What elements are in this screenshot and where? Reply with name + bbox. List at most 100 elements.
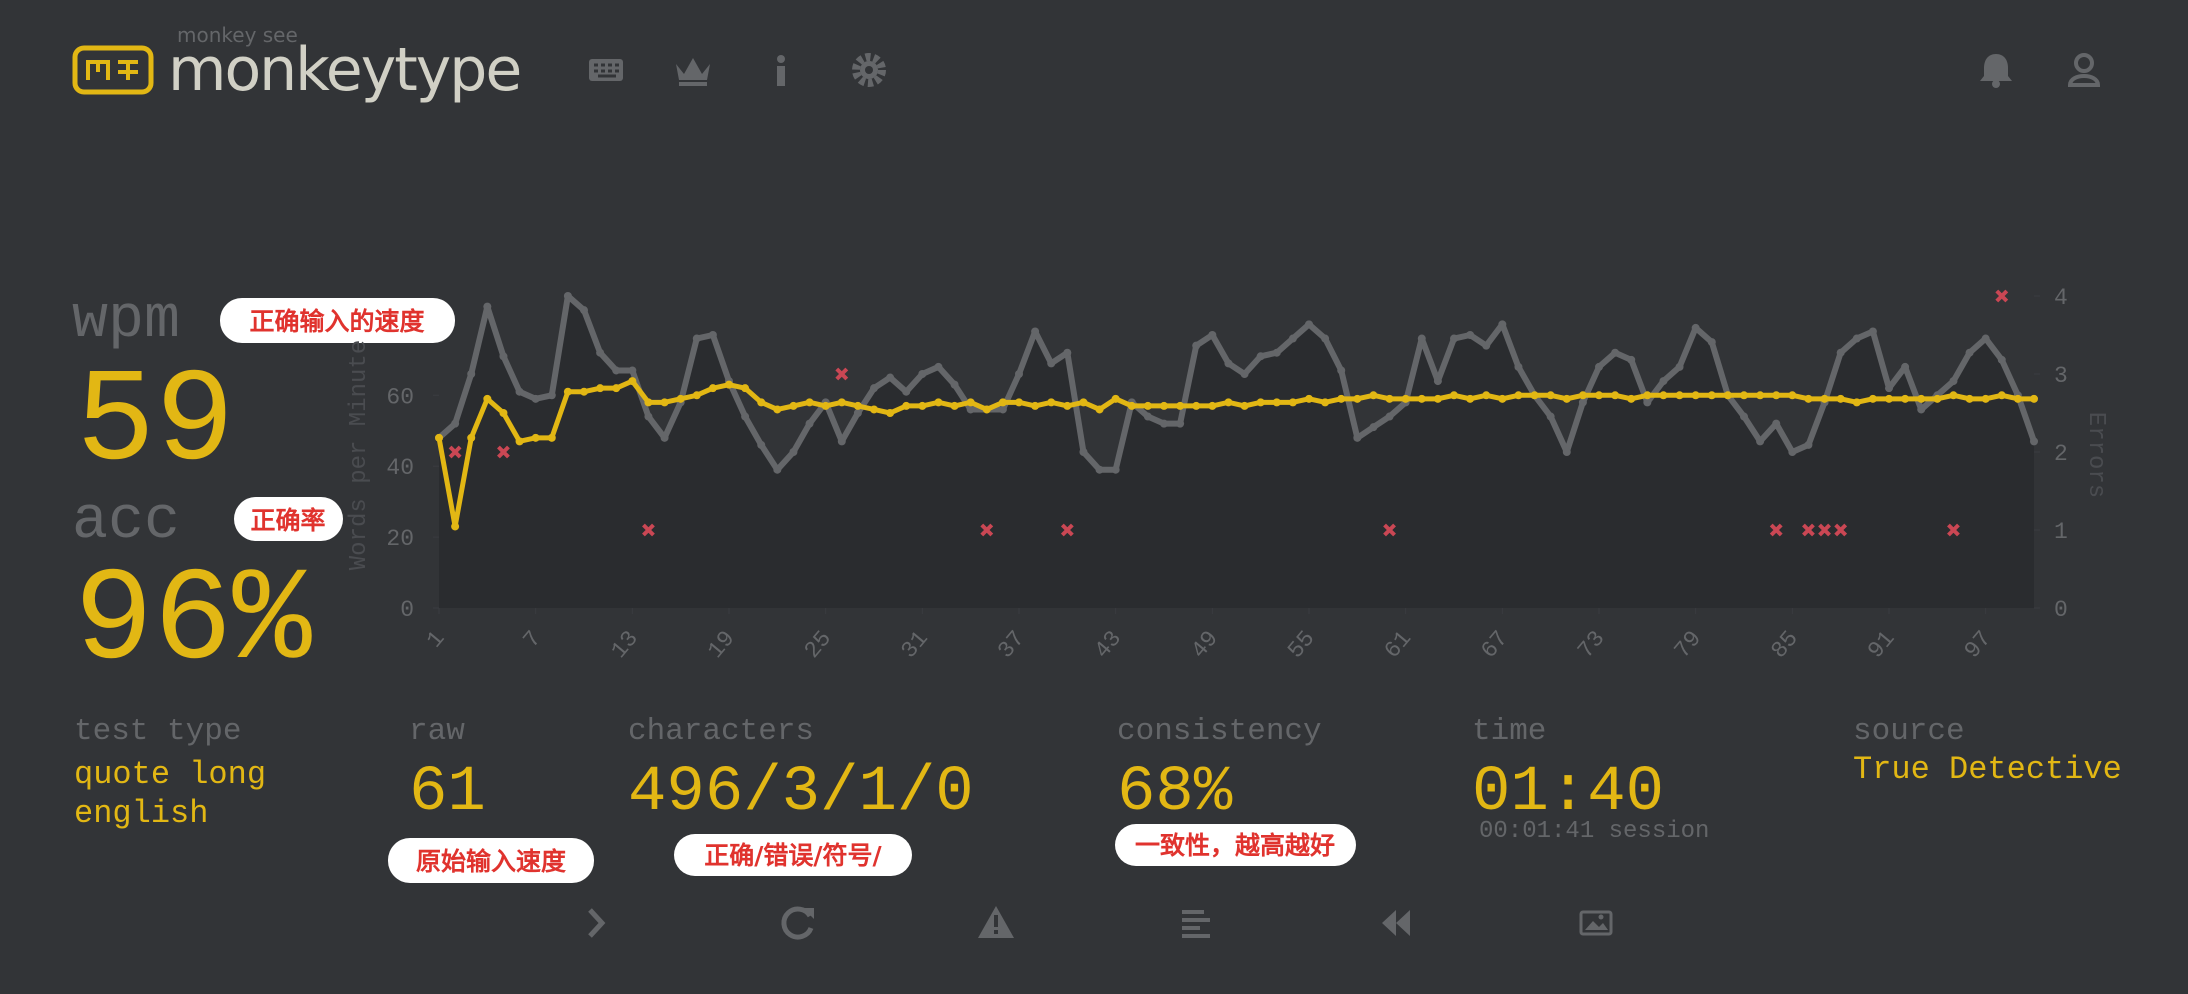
series-point [950,401,959,410]
source-value: True Detective [1853,751,2122,788]
wpm-label: wpm [72,287,180,355]
series-point [966,405,975,414]
series-point [1401,394,1410,403]
series-point [612,384,621,393]
x-tick-label: 31 [896,626,934,664]
series-point [596,384,605,393]
error-mark [642,523,655,537]
annotation: 正确/错误/符号/ [674,834,912,876]
series-point [1256,398,1265,407]
series-point [934,398,943,407]
logo[interactable] [72,45,154,95]
series-point [1611,391,1620,400]
settings-icon[interactable] [852,53,886,87]
series-point [580,387,588,396]
series-point [531,394,540,403]
screenshot-button[interactable] [1579,910,1613,936]
series-point [870,384,878,393]
annotation: 正确输入的速度 [220,298,455,343]
info-icon[interactable] [777,55,785,86]
keyboard-icon[interactable] [589,59,623,81]
series-point [1498,320,1507,329]
series-point [1450,391,1458,400]
test-type-value: english [74,795,208,832]
error-mark [497,445,510,459]
series-point [773,465,782,474]
series-point [1933,394,1942,403]
next-test-button[interactable] [588,908,606,938]
series-point [1546,391,1555,400]
series-point [1949,377,1958,386]
series-point [1691,323,1700,332]
series-point [789,401,798,410]
series-point [1031,401,1040,410]
series-point [741,384,750,393]
words-history-button[interactable] [1182,910,1210,938]
wpm-value: 59 [76,348,234,498]
series-point [451,419,460,428]
series-point [1578,391,1587,400]
x-tick-label: 7 [518,626,547,653]
series-point [547,433,556,442]
annotation: 一致性，越高越好 [1115,824,1356,866]
series-point [1321,334,1330,343]
series-point [1063,348,1072,357]
series-point [515,437,524,446]
series-point [886,373,895,382]
series-point [1595,391,1603,400]
series-point [1981,334,1990,343]
series-point [2030,437,2038,446]
series-point [1240,370,1249,378]
time-label: time [1472,714,1546,749]
x-tick-label: 1 [422,626,451,653]
crown-icon[interactable] [676,58,710,86]
series-point [1901,362,1910,371]
series-point [451,522,460,531]
series-point [1997,391,2006,400]
series-point [1917,394,1926,403]
series-point [1369,391,1378,400]
error-mark [1383,523,1396,537]
restart-button[interactable] [781,906,814,940]
series-point [902,401,911,410]
y2-tick-label: 1 [2054,519,2068,545]
series-point [1530,391,1539,400]
series-point [1417,394,1426,403]
series-point [1643,398,1652,407]
series-point [644,412,653,421]
series-point [1772,419,1781,428]
report-button[interactable] [978,906,1014,938]
series-point [692,334,701,343]
series-point [1482,341,1491,350]
logo-text[interactable]: monkeytype [168,35,522,105]
series-point [1192,341,1201,350]
series-point [1208,401,1217,410]
account-icon[interactable] [2067,53,2101,87]
replay-button[interactable] [1382,910,1410,936]
series-point [1514,362,1523,371]
raw-label: raw [409,714,465,749]
series-point [1337,366,1346,375]
series-point [1272,398,1281,407]
series-point [902,387,911,396]
series-line [436,378,2034,529]
series-point [1546,412,1555,421]
series-point [676,394,685,403]
series-point [1627,394,1636,403]
y-tick-label: 40 [386,455,414,481]
series-point [1917,405,1926,414]
series-point [1852,398,1861,407]
series-point [821,401,830,410]
series-point [870,405,878,414]
series-point [1804,440,1813,449]
series-point [1321,398,1330,407]
series-point [1498,394,1507,403]
x-tick-label: 49 [1186,626,1224,664]
series-point [1111,394,1120,403]
series-point [837,437,846,446]
x-tick-label: 25 [799,626,837,664]
series-point [467,433,476,442]
notifications-icon[interactable] [1980,54,2012,88]
series-point [1272,348,1281,357]
